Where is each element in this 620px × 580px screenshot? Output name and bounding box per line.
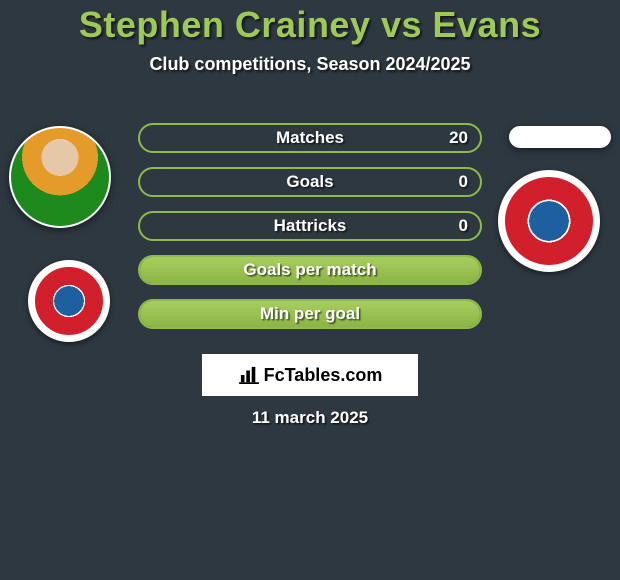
subtitle: Club competitions, Season 2024/2025 (0, 54, 620, 75)
club-logo-right (498, 170, 600, 272)
stat-row: Goals per match (138, 255, 482, 285)
bar-chart-icon (238, 366, 260, 384)
stat-label: Min per goal (140, 301, 480, 327)
stat-right-value: 0 (459, 213, 468, 239)
stat-right-value: 20 (449, 125, 468, 151)
stat-row: Matches 20 (138, 123, 482, 153)
stat-label: Goals (140, 169, 480, 195)
date-label: 11 march 2025 (0, 408, 620, 428)
club-logo-left (28, 260, 110, 342)
brand-text: FcTables.com (264, 365, 383, 386)
stat-row: Min per goal (138, 299, 482, 329)
comparison-card: Stephen Crainey vs Evans Club competitio… (0, 0, 620, 580)
page-title: Stephen Crainey vs Evans (0, 4, 620, 46)
stat-label: Matches (140, 125, 480, 151)
brand-box[interactable]: FcTables.com (202, 354, 418, 396)
stat-label: Goals per match (140, 257, 480, 283)
stats-list: Matches 20 Goals 0 Hattricks 0 Goals per… (138, 123, 482, 343)
stat-right-value: 0 (459, 169, 468, 195)
stat-row: Hattricks 0 (138, 211, 482, 241)
player-left-avatar (9, 126, 111, 228)
stat-row: Goals 0 (138, 167, 482, 197)
player-right-avatar (509, 126, 611, 148)
stat-label: Hattricks (140, 213, 480, 239)
